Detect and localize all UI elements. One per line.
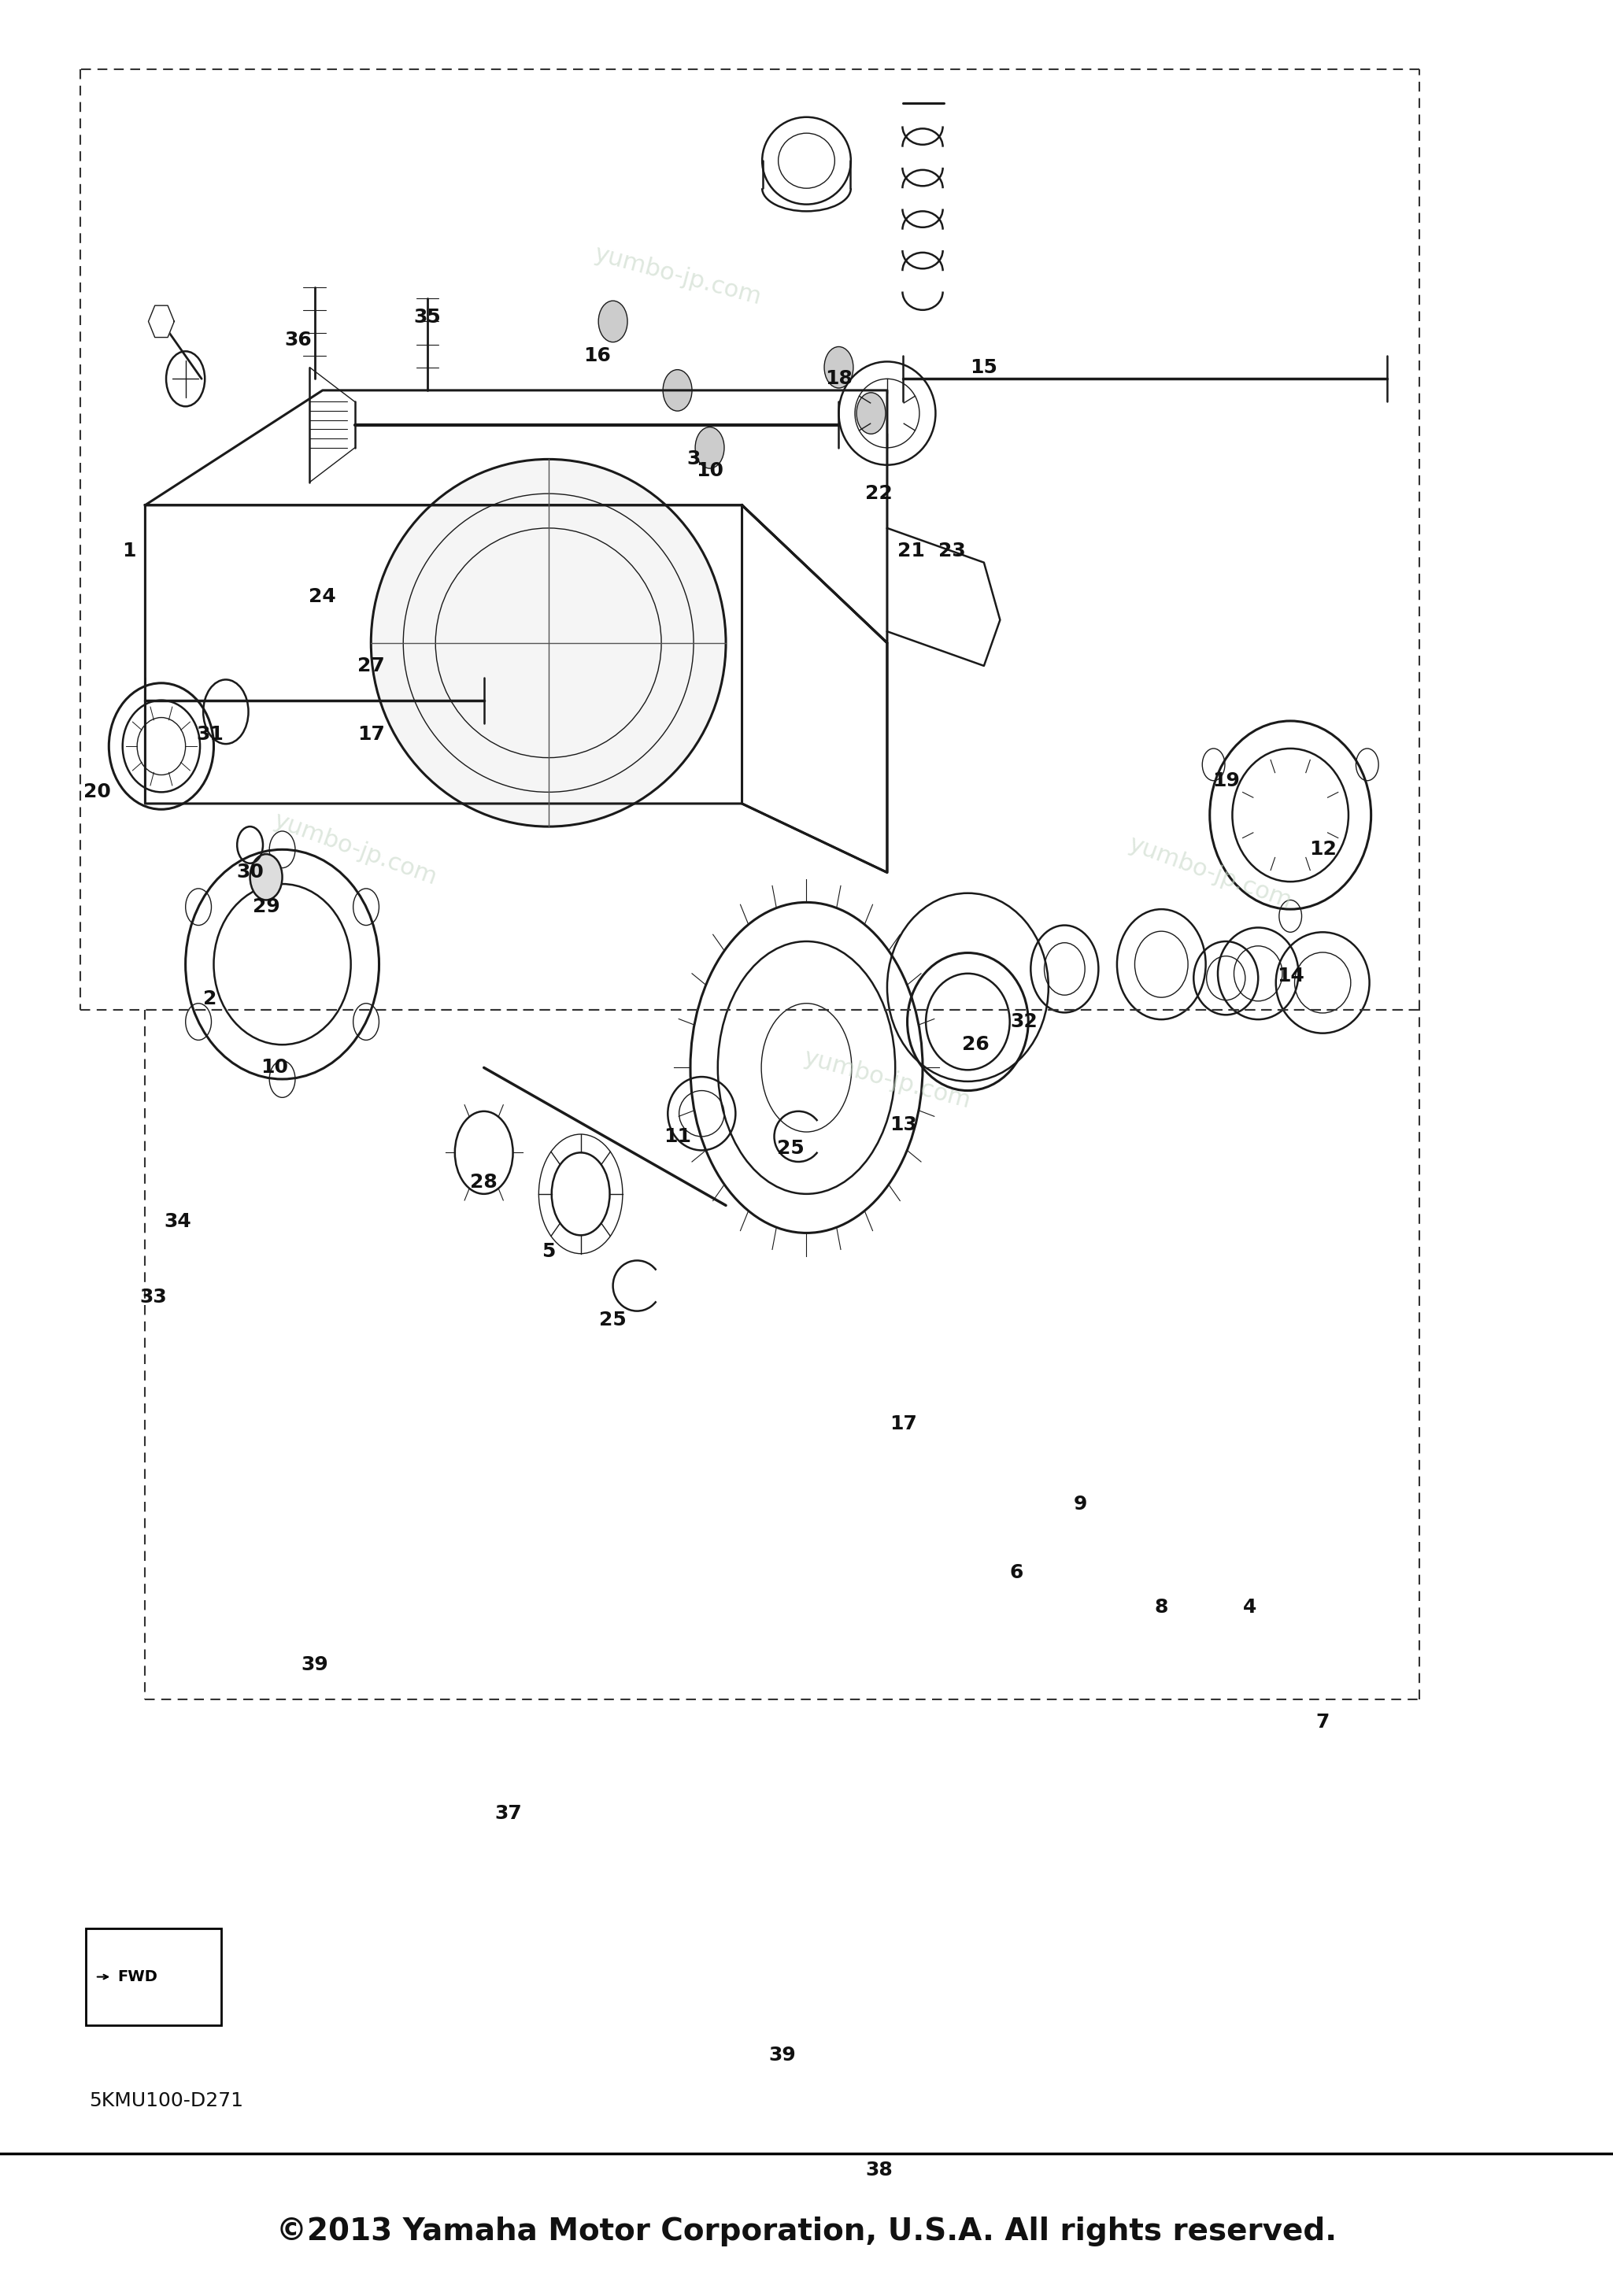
Text: 9: 9 <box>1074 1495 1087 1513</box>
Text: 2: 2 <box>203 990 216 1008</box>
Text: 27: 27 <box>358 657 384 675</box>
Text: 11: 11 <box>663 1127 692 1146</box>
Text: 25: 25 <box>777 1139 803 1157</box>
Text: 10: 10 <box>695 461 724 480</box>
Text: 13: 13 <box>889 1116 918 1134</box>
Text: 22: 22 <box>866 484 892 503</box>
Circle shape <box>598 301 627 342</box>
Text: 7: 7 <box>1316 1713 1329 1731</box>
Text: 25: 25 <box>600 1311 626 1329</box>
Text: 19: 19 <box>1211 771 1240 790</box>
Text: 26: 26 <box>963 1035 989 1054</box>
Text: 34: 34 <box>165 1212 190 1231</box>
Text: 10: 10 <box>260 1058 289 1077</box>
Text: 1: 1 <box>123 542 135 560</box>
Ellipse shape <box>371 459 726 827</box>
Text: 31: 31 <box>195 726 224 744</box>
Text: 21: 21 <box>897 542 926 560</box>
Text: 24: 24 <box>310 588 336 606</box>
Circle shape <box>824 347 853 388</box>
Text: 12: 12 <box>1308 840 1337 859</box>
Text: 20: 20 <box>82 783 111 801</box>
Text: 39: 39 <box>302 1655 327 1674</box>
Text: 37: 37 <box>495 1805 521 1823</box>
Text: 38: 38 <box>866 2161 892 2179</box>
Circle shape <box>250 854 282 900</box>
Text: yumbo-jp.com: yumbo-jp.com <box>1124 831 1295 914</box>
Text: 29: 29 <box>253 898 279 916</box>
Polygon shape <box>148 305 174 338</box>
Text: ©2013 Yamaha Motor Corporation, U.S.A. All rights reserved.: ©2013 Yamaha Motor Corporation, U.S.A. A… <box>276 2216 1337 2248</box>
Circle shape <box>663 370 692 411</box>
Text: 28: 28 <box>471 1173 497 1192</box>
Text: 32: 32 <box>1011 1013 1037 1031</box>
FancyBboxPatch shape <box>85 1929 221 2025</box>
Text: 5KMU100-D271: 5KMU100-D271 <box>89 2092 244 2110</box>
Text: 23: 23 <box>939 542 965 560</box>
Text: 16: 16 <box>582 347 611 365</box>
Text: 3: 3 <box>687 450 700 468</box>
Text: 33: 33 <box>140 1288 166 1306</box>
Text: yumbo-jp.com: yumbo-jp.com <box>269 808 440 891</box>
Text: FWD: FWD <box>118 1970 158 1984</box>
Text: 14: 14 <box>1276 967 1305 985</box>
Text: 39: 39 <box>769 2046 795 2064</box>
Text: 5: 5 <box>542 1242 555 1261</box>
Text: 35: 35 <box>415 308 440 326</box>
Text: 36: 36 <box>286 331 311 349</box>
Text: yumbo-jp.com: yumbo-jp.com <box>592 241 763 310</box>
Text: yumbo-jp.com: yumbo-jp.com <box>802 1045 973 1114</box>
Text: 6: 6 <box>1010 1564 1023 1582</box>
Text: 30: 30 <box>235 863 265 882</box>
Circle shape <box>695 427 724 468</box>
Circle shape <box>857 393 886 434</box>
Text: 18: 18 <box>824 370 853 388</box>
Text: 15: 15 <box>969 358 998 377</box>
Text: 8: 8 <box>1155 1598 1168 1616</box>
Text: 4: 4 <box>1244 1598 1257 1616</box>
Text: 17: 17 <box>356 726 386 744</box>
Text: 17: 17 <box>889 1414 918 1433</box>
